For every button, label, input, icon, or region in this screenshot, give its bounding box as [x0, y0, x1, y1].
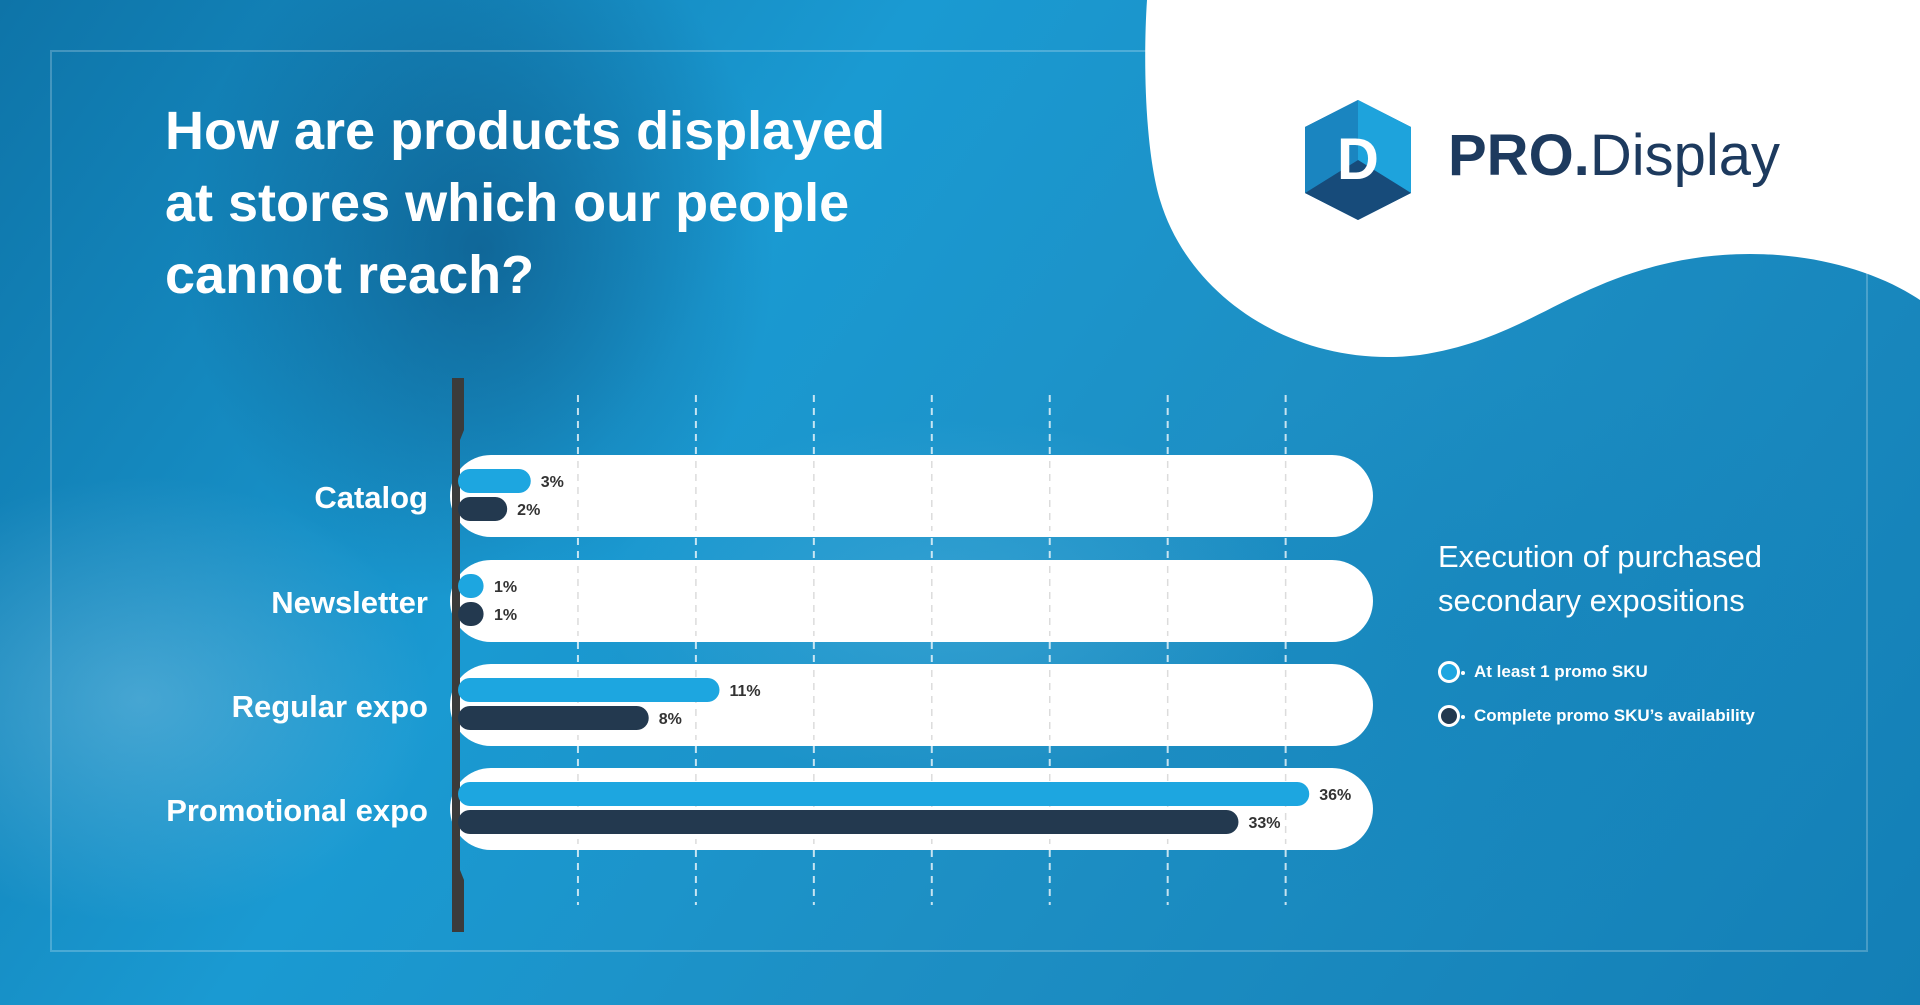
legend-item-series-1: At least 1 promo SKU: [1438, 661, 1648, 683]
bar-series-2: [458, 602, 484, 626]
y-axis-line: [452, 378, 464, 932]
legend-label: At least 1 promo SKU: [1474, 662, 1648, 681]
decorative-frame: [50, 50, 1868, 952]
legend-swatch: [1438, 705, 1465, 727]
bar-series-1: [458, 782, 1310, 806]
bar-series-2: [458, 810, 1239, 834]
bar-series-2: [458, 706, 649, 730]
bar-series-1: [458, 678, 720, 702]
data-label: 11%: [729, 683, 760, 700]
legend-title-line: secondary expositions: [1438, 583, 1745, 618]
bar-series-1: [458, 574, 484, 598]
bar-track: [450, 455, 1373, 537]
bar-track: [450, 768, 1373, 850]
data-label: 33%: [1248, 815, 1280, 832]
data-label: 36%: [1319, 787, 1351, 804]
bar-series-2: [458, 497, 508, 521]
category-label: Promotional expo: [166, 793, 428, 828]
bar-track: [450, 664, 1373, 746]
logo-letter: D: [1337, 127, 1379, 192]
category-label: Newsletter: [271, 585, 428, 620]
legend-item-series-2: Complete promo SKU’s availability: [1438, 705, 1755, 727]
data-label: 1%: [494, 607, 517, 624]
legend-title-line: Execution of purchased: [1438, 539, 1762, 574]
data-label: 1%: [494, 579, 517, 596]
legend-swatch: [1438, 661, 1465, 683]
brand-name: PRO.Display: [1448, 122, 1780, 189]
brand-logo-icon: D: [1305, 100, 1411, 220]
category-label: Regular expo: [232, 689, 428, 724]
legend-label: Complete promo SKU’s availability: [1474, 706, 1755, 725]
title-line: at stores which our people: [165, 173, 850, 233]
bar-track: [450, 560, 1373, 642]
title-line: cannot reach?: [165, 245, 535, 305]
data-label: 2%: [517, 502, 540, 519]
title-line: How are products displayed: [165, 101, 886, 161]
legend-title: Execution of purchased secondary exposit…: [1438, 535, 1858, 623]
brand-name-rest: Display: [1589, 123, 1780, 188]
page-title: How are products displayed at stores whi…: [165, 95, 1065, 311]
data-label: 8%: [659, 711, 682, 728]
category-label: Catalog: [314, 480, 428, 515]
data-label: 3%: [541, 474, 564, 491]
brand-name-bold: PRO.: [1448, 123, 1590, 188]
bar-series-1: [458, 469, 531, 493]
